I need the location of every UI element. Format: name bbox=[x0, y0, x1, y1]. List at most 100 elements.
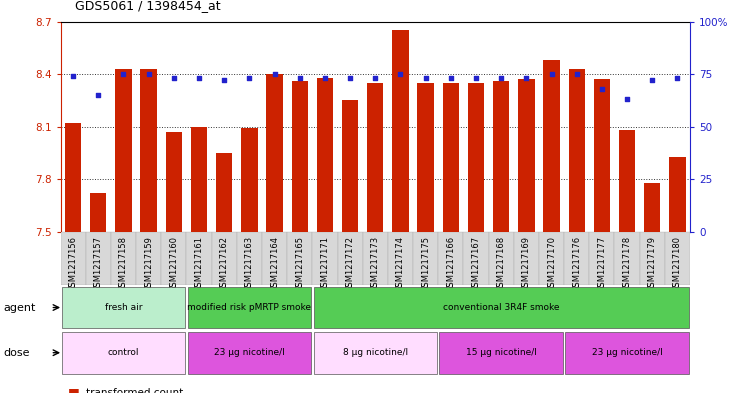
Text: GSM1217180: GSM1217180 bbox=[673, 236, 682, 292]
Point bbox=[117, 71, 129, 77]
Text: 23 μg nicotine/l: 23 μg nicotine/l bbox=[214, 348, 285, 357]
Bar bbox=[262, 232, 287, 285]
Bar bbox=[418, 83, 434, 232]
Text: fresh air: fresh air bbox=[105, 303, 142, 312]
Text: GSM1217179: GSM1217179 bbox=[648, 236, 657, 292]
Text: GSM1217163: GSM1217163 bbox=[245, 236, 254, 292]
Bar bbox=[161, 232, 187, 285]
Point bbox=[395, 71, 407, 77]
Bar bbox=[543, 60, 559, 232]
Bar bbox=[292, 81, 308, 232]
Point bbox=[92, 92, 104, 98]
Text: GSM1217172: GSM1217172 bbox=[345, 236, 354, 292]
Text: GSM1217159: GSM1217159 bbox=[144, 236, 154, 292]
Point bbox=[596, 86, 608, 92]
Text: GSM1217162: GSM1217162 bbox=[220, 236, 229, 292]
Point bbox=[370, 75, 382, 81]
Point bbox=[244, 75, 255, 81]
Bar bbox=[241, 129, 258, 232]
Bar bbox=[165, 132, 182, 232]
Point bbox=[445, 75, 457, 81]
Point bbox=[420, 75, 432, 81]
Bar bbox=[493, 81, 509, 232]
Text: 23 μg nicotine/l: 23 μg nicotine/l bbox=[592, 348, 663, 357]
Point bbox=[570, 71, 582, 77]
Text: GSM1217176: GSM1217176 bbox=[572, 236, 582, 292]
Bar bbox=[266, 74, 283, 232]
Point bbox=[168, 75, 180, 81]
Bar bbox=[317, 78, 333, 232]
Bar bbox=[367, 83, 384, 232]
Bar bbox=[62, 287, 185, 328]
Text: GSM1217177: GSM1217177 bbox=[597, 236, 607, 292]
Bar bbox=[518, 79, 534, 232]
Text: GSM1217174: GSM1217174 bbox=[396, 236, 405, 292]
Text: GSM1217161: GSM1217161 bbox=[195, 236, 204, 292]
Bar bbox=[90, 193, 106, 232]
Bar bbox=[216, 153, 232, 232]
Bar bbox=[237, 232, 262, 285]
Bar bbox=[619, 130, 635, 232]
Text: GSM1217175: GSM1217175 bbox=[421, 236, 430, 292]
Text: GSM1217165: GSM1217165 bbox=[295, 236, 304, 292]
Bar bbox=[514, 232, 539, 285]
Bar bbox=[443, 83, 459, 232]
Point bbox=[294, 75, 306, 81]
Point bbox=[520, 75, 532, 81]
Text: dose: dose bbox=[4, 348, 30, 358]
Text: GSM1217167: GSM1217167 bbox=[472, 236, 480, 292]
Bar bbox=[287, 232, 312, 285]
Text: GSM1217156: GSM1217156 bbox=[69, 236, 77, 292]
Bar bbox=[337, 232, 362, 285]
Point bbox=[142, 71, 154, 77]
Bar bbox=[669, 156, 686, 232]
Bar bbox=[314, 332, 437, 373]
Point bbox=[470, 75, 482, 81]
Text: GSM1217157: GSM1217157 bbox=[94, 236, 103, 292]
Text: transformed count: transformed count bbox=[86, 388, 184, 393]
Bar bbox=[468, 83, 484, 232]
Bar bbox=[568, 69, 585, 232]
Bar bbox=[593, 79, 610, 232]
Bar bbox=[665, 232, 690, 285]
Text: conventional 3R4F smoke: conventional 3R4F smoke bbox=[443, 303, 559, 312]
Text: 15 μg nicotine/l: 15 μg nicotine/l bbox=[466, 348, 537, 357]
Bar bbox=[187, 332, 311, 373]
Text: GSM1217170: GSM1217170 bbox=[547, 236, 556, 292]
Bar bbox=[438, 232, 463, 285]
Bar bbox=[388, 232, 413, 285]
Point bbox=[621, 96, 633, 103]
Text: modified risk pMRTP smoke: modified risk pMRTP smoke bbox=[187, 303, 311, 312]
Bar bbox=[393, 30, 409, 232]
Bar bbox=[62, 332, 185, 373]
Bar bbox=[342, 101, 358, 232]
Text: GSM1217166: GSM1217166 bbox=[446, 236, 455, 292]
Point bbox=[672, 75, 683, 81]
Bar bbox=[140, 69, 157, 232]
Point bbox=[646, 77, 658, 84]
Bar bbox=[136, 232, 161, 285]
Text: ■: ■ bbox=[68, 386, 80, 393]
Text: GDS5061 / 1398454_at: GDS5061 / 1398454_at bbox=[75, 0, 221, 12]
Text: agent: agent bbox=[4, 303, 36, 312]
Bar bbox=[111, 232, 136, 285]
Bar bbox=[489, 232, 514, 285]
Text: GSM1217158: GSM1217158 bbox=[119, 236, 128, 292]
Point bbox=[319, 75, 331, 81]
Bar bbox=[362, 232, 388, 285]
Bar bbox=[115, 69, 131, 232]
Text: GSM1217178: GSM1217178 bbox=[623, 236, 632, 292]
Bar bbox=[590, 232, 615, 285]
Text: control: control bbox=[108, 348, 139, 357]
Point bbox=[67, 73, 79, 79]
Point bbox=[269, 71, 280, 77]
Text: GSM1217168: GSM1217168 bbox=[497, 236, 506, 292]
Bar bbox=[314, 287, 689, 328]
Point bbox=[344, 75, 356, 81]
Bar bbox=[212, 232, 237, 285]
Bar bbox=[61, 232, 86, 285]
Bar bbox=[187, 232, 212, 285]
Bar bbox=[65, 123, 81, 232]
Point bbox=[193, 75, 205, 81]
Bar bbox=[440, 332, 563, 373]
